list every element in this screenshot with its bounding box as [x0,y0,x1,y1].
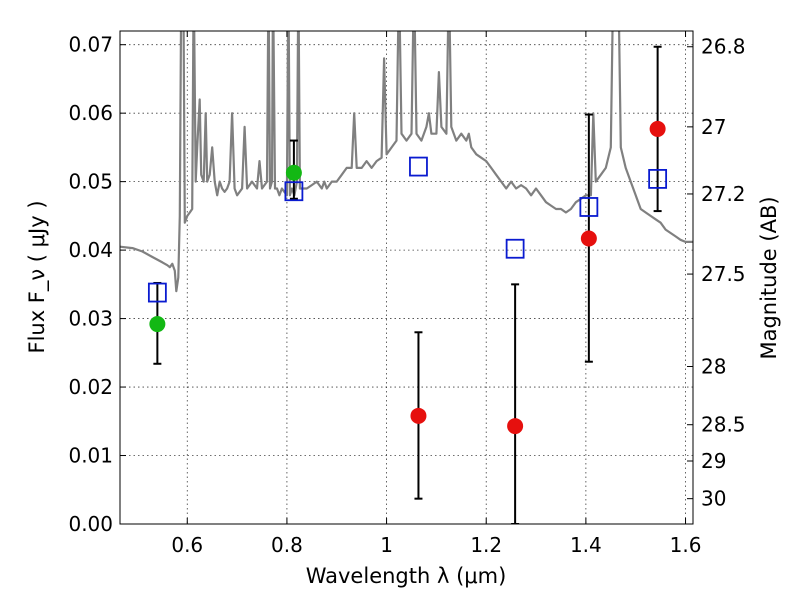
y-tick-label: 0.03 [68,307,113,331]
red-data-point [410,407,427,424]
marker-layer [147,120,668,435]
y-tick-label: 0.01 [68,444,113,468]
spectrum-line [120,31,693,293]
red-data-point [580,230,597,247]
x-tick-label: 0.8 [271,533,303,557]
y-axis-label: Flux F_ν ( μJy ) [25,200,50,353]
model-square-marker [147,282,167,303]
x-tick-label: 1.4 [570,533,602,557]
red-data-point [507,418,524,435]
right-tick-label: 27.2 [701,182,746,206]
x-axis-label: Wavelength λ (μm) [306,564,507,588]
y-tick-label: 0.07 [68,33,113,57]
x-tick-label: 0.6 [171,533,203,557]
y-axis-right-label: Magnitude (AB) [757,196,781,359]
y-tick-label: 0.04 [68,238,113,262]
spectrum-layer [120,31,693,293]
y-tick-label: 0.02 [68,375,113,399]
x-tick-label: 1.2 [470,533,502,557]
right-tick-label: 26.8 [701,35,746,59]
model-square-marker [648,168,668,189]
green-data-point [149,316,166,333]
y-axis-left: 0.00 0.01 0.02 0.03 0.04 0.05 0.06 0.07 [68,33,126,536]
model-square-marker [505,238,525,259]
right-tick-label: 28.5 [701,413,746,437]
errorbar-layer [153,45,662,524]
plot-frame [119,30,694,525]
grid [120,31,693,524]
x-tick-label: 1 [380,533,393,557]
right-tick-label: 28 [701,355,726,379]
y-axis-right: 26.8 27 27.2 27.5 28 28.5 29 30 [687,35,746,511]
right-tick-label: 27.5 [701,262,746,286]
model-square-marker [284,181,304,202]
y-tick-label: 0.05 [68,170,113,194]
model-square-marker [409,156,428,177]
x-axis: 0.6 0.8 1 1.2 1.4 1.6 [171,31,701,557]
red-data-point [649,120,666,137]
right-tick-label: 29 [701,449,726,473]
right-tick-label: 30 [701,487,726,511]
y-tick-label: 0.00 [68,512,113,536]
x-tick-label: 1.6 [670,533,702,557]
green-data-point [285,164,302,181]
right-tick-label: 27 [701,115,726,139]
y-tick-label: 0.06 [68,101,113,125]
model-square-marker [579,197,599,217]
